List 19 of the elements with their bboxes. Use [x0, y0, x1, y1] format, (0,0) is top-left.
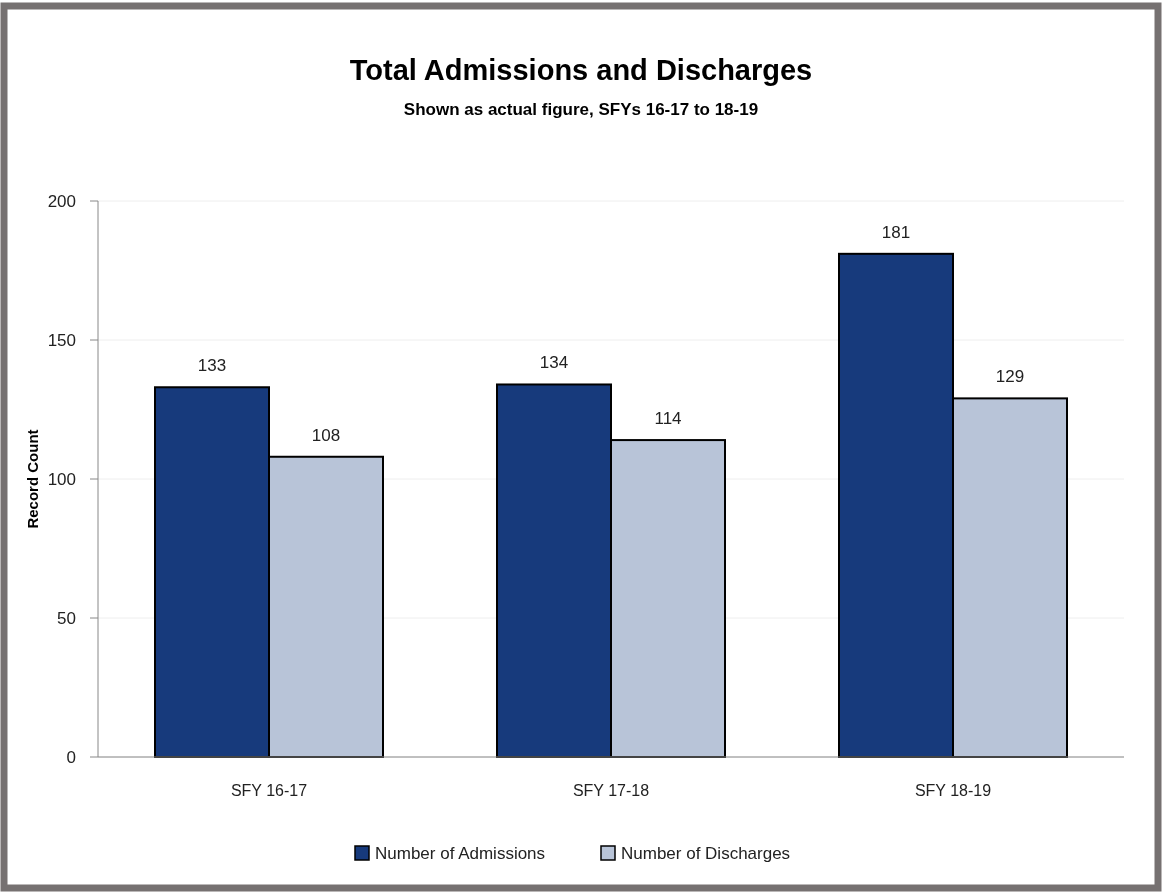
y-tick-label: 0 [66, 747, 76, 767]
data-label: 108 [311, 425, 341, 445]
y-tick-label: 50 [57, 608, 76, 628]
x-tick-label: SFY 17-18 [572, 781, 650, 799]
y-tick-label: 100 [47, 469, 76, 489]
chart-title: Total Admissions and Discharges [349, 54, 813, 86]
y-tick-label: 150 [47, 330, 76, 350]
data-label: 133 [197, 356, 227, 376]
legend-label: Number of Discharges [621, 843, 791, 863]
chart-subtitle: Shown as actual figure, SFYs 16-17 to 18-19 [403, 100, 759, 119]
legend-label: Number of Admissions [375, 843, 546, 863]
data-label: 129 [995, 367, 1025, 387]
data-label: 134 [539, 353, 569, 373]
data-label: 181 [881, 222, 911, 242]
y-axis-title: Record Count [23, 429, 41, 529]
y-tick-label: 200 [47, 191, 76, 211]
x-tick-label: SFY 16-17 [230, 781, 308, 799]
data-label: 114 [654, 409, 682, 429]
x-tick-label: SFY 18-19 [914, 781, 992, 799]
